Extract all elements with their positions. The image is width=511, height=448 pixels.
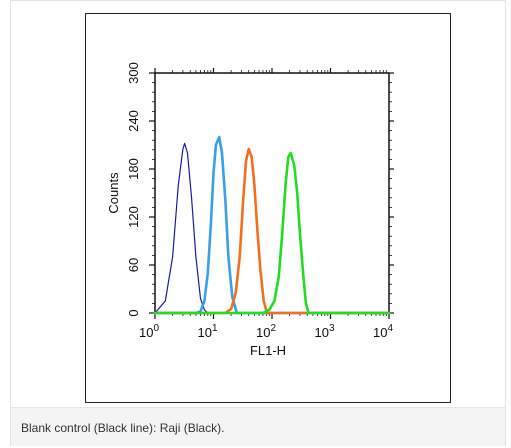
axes: 100 101 102 103 104 0 60 120 180 240 300 bbox=[126, 62, 394, 340]
plot-border bbox=[154, 72, 390, 314]
x-tick-label: 101 bbox=[197, 323, 217, 340]
series-layer bbox=[153, 135, 391, 315]
caption-bar: Blank control (Black line): Raji (Black)… bbox=[11, 407, 505, 446]
figure-caption: Blank control (Black line): Raji (Black)… bbox=[21, 421, 225, 435]
plot-area bbox=[154, 72, 390, 314]
y-tick-label: 60 bbox=[126, 258, 141, 272]
histogram-series-4 bbox=[153, 151, 391, 315]
y-tick-label: 240 bbox=[126, 110, 141, 132]
x-axis-title: FL1-H bbox=[250, 343, 286, 358]
y-tick-label: 120 bbox=[126, 206, 141, 228]
histogram-series-2 bbox=[153, 135, 391, 315]
x-tick-label: 104 bbox=[373, 323, 393, 340]
histogram-series-1 bbox=[154, 142, 390, 314]
x-tick-label: 100 bbox=[139, 323, 159, 340]
x-tick-label: 103 bbox=[314, 323, 334, 340]
y-axis-title: Counts bbox=[106, 172, 121, 214]
y-tick-label: 0 bbox=[126, 309, 141, 316]
x-tick-label: 102 bbox=[256, 323, 276, 340]
histogram-series-3 bbox=[153, 147, 391, 315]
y-tick-label: 300 bbox=[126, 62, 141, 84]
y-tick-label: 180 bbox=[126, 158, 141, 180]
